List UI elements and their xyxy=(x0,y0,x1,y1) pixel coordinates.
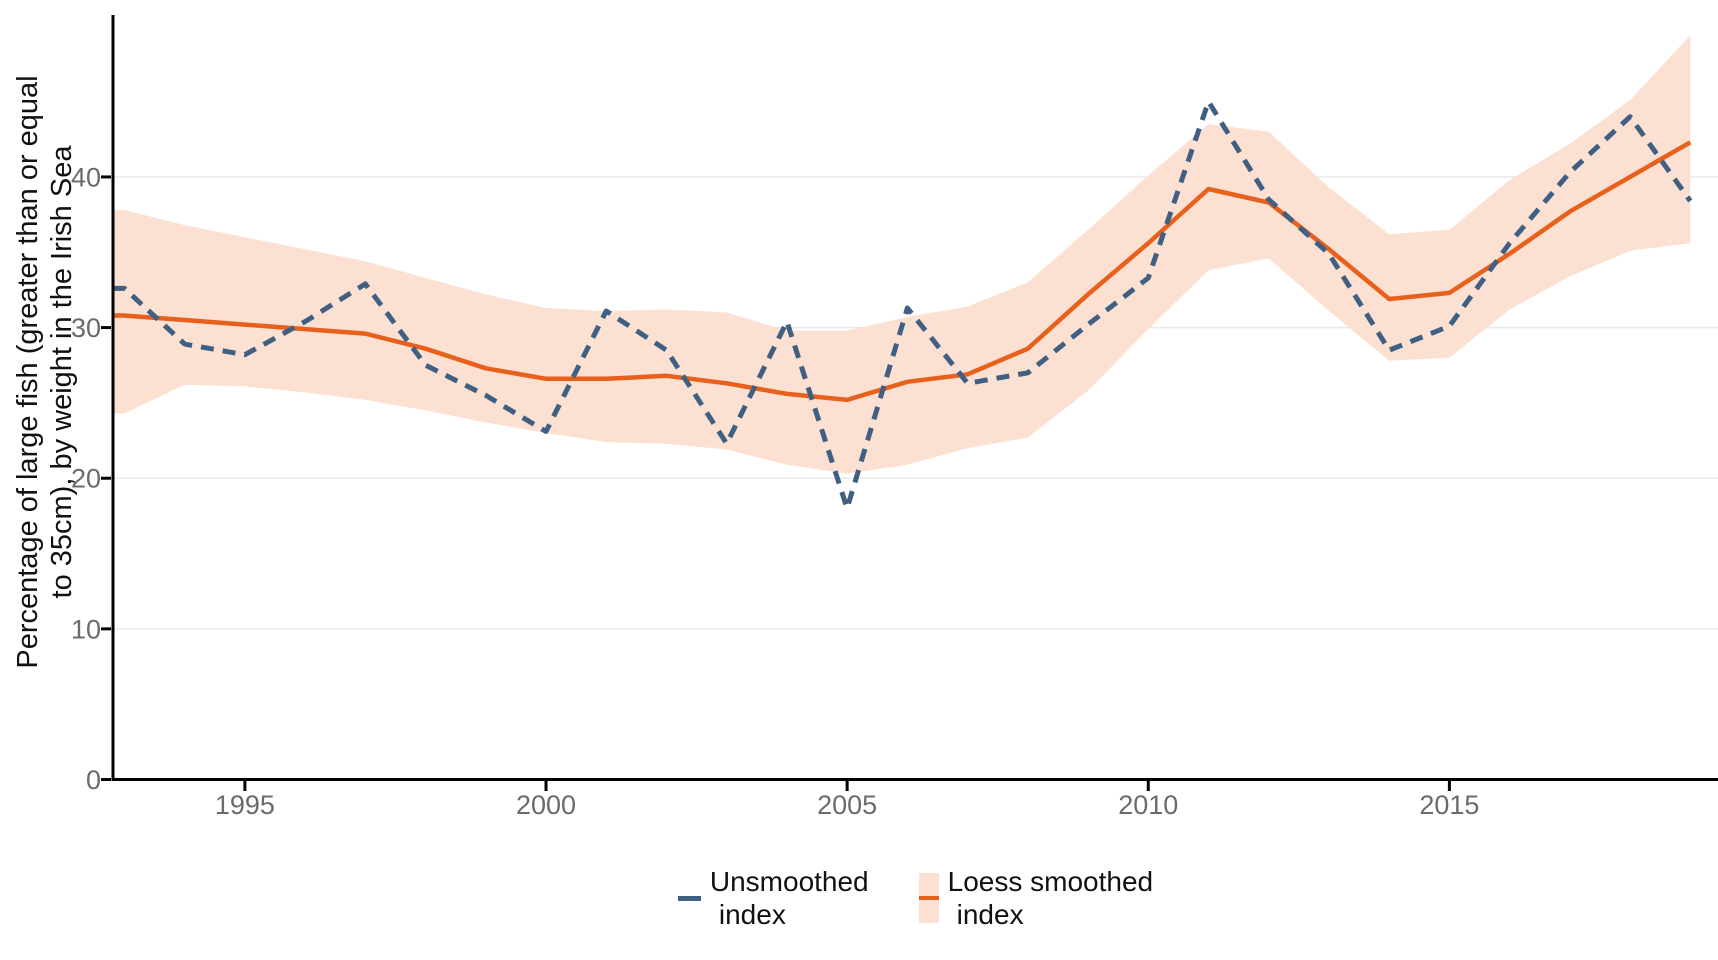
legend-label-unsmoothed-line2: index xyxy=(718,899,786,930)
series-layer xyxy=(113,99,1693,511)
y-axis-title-line1: Percentage of large fish (greater than o… xyxy=(12,75,44,669)
x-tick-label-2010: 2010 xyxy=(1118,790,1178,820)
legend-label-loess: Loess smoothed index xyxy=(948,865,1153,931)
legend-label-loess-line2: index xyxy=(956,899,1024,930)
y-axis-title: Percentage of large fish (greater than o… xyxy=(11,75,79,668)
x-tick-label-2005: 2005 xyxy=(817,790,877,820)
legend-item-unsmoothed: Unsmoothed index xyxy=(677,865,869,931)
y-tick-label-0: 0 xyxy=(86,765,101,795)
y-tick-label-10: 10 xyxy=(71,614,101,644)
loess-band-key-icon xyxy=(918,873,939,923)
x-tick-label-2015: 2015 xyxy=(1419,790,1479,820)
legend-label-loess-line1: Loess smoothed xyxy=(947,866,1154,897)
legend-item-loess: Loess smoothed index xyxy=(918,865,1153,931)
y-tick-label-20: 20 xyxy=(71,464,101,494)
unsmoothed-key xyxy=(677,873,701,923)
y-tick-label-30: 30 xyxy=(71,313,101,343)
tick-labels-layer: 1995 2000 2005 2010 2015 0 10 20 30 40 xyxy=(71,162,1479,820)
x-tick-label-1995: 1995 xyxy=(215,790,275,820)
confidence-band xyxy=(113,35,1691,474)
loess-line-key-icon xyxy=(918,896,939,900)
legend-label-unsmoothed: Unsmoothed index xyxy=(710,865,869,931)
axes-layer xyxy=(101,15,1718,791)
loess-smoothed-line xyxy=(113,140,1692,403)
y-tick-label-40: 40 xyxy=(71,162,101,192)
unsmoothed-line xyxy=(113,99,1693,511)
legend: Unsmoothed index Loess smoothed index xyxy=(113,858,1718,938)
x-tick-label-2000: 2000 xyxy=(516,790,576,820)
confidence-band-layer xyxy=(113,35,1691,474)
y-axis-title-line2: to 35cm), by weight in the Irish Sea xyxy=(46,145,78,599)
legend-label-unsmoothed-line1: Unsmoothed xyxy=(709,866,869,897)
unsmoothed-dash-key-icon xyxy=(677,895,701,901)
